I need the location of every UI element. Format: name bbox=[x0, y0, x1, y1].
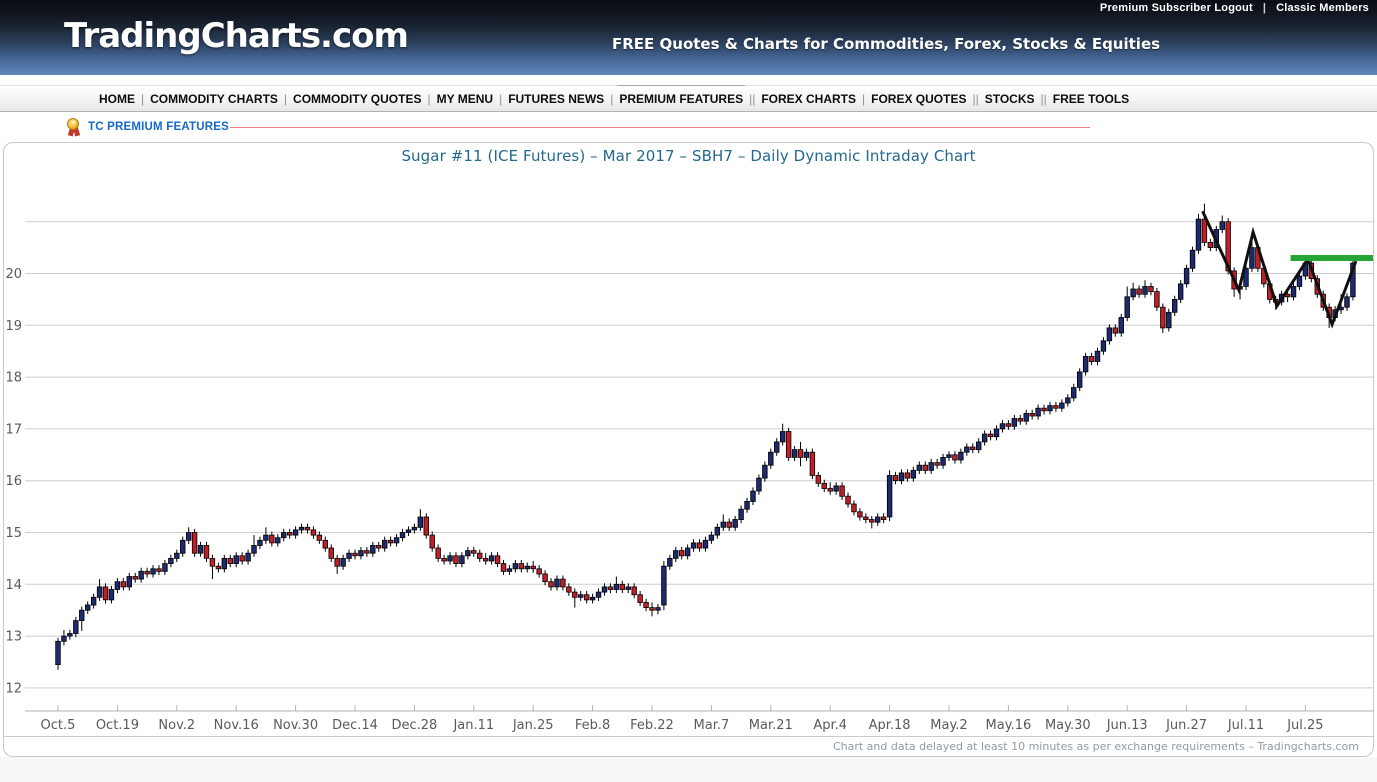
premium-divider-line bbox=[230, 127, 1090, 128]
price-chart: 12 13 14 15 16 17 18 19 20 Oct.5 Oct.19 Nov.2 Nov.16… bbox=[5, 203, 1373, 733]
svg-text:Jul.25: Jul.25 bbox=[1286, 718, 1323, 733]
nav-separator: || bbox=[972, 91, 979, 106]
nav-item-forex-quotes[interactable]: FOREX QUOTES bbox=[871, 91, 967, 106]
chart-footnote: Chart and data delayed at least 10 minut… bbox=[4, 736, 1373, 757]
nav-item-futures-news[interactable]: FUTURES NEWS bbox=[508, 91, 605, 106]
svg-text:Dec.28: Dec.28 bbox=[391, 718, 437, 733]
svg-text:16: 16 bbox=[5, 474, 22, 489]
classic-members-link[interactable]: Classic Members bbox=[1276, 2, 1369, 14]
svg-text:Feb.8: Feb.8 bbox=[575, 718, 610, 733]
top-link-separator: | bbox=[1262, 2, 1267, 14]
nav-item-free-tools[interactable]: FREE TOOLS bbox=[1052, 91, 1130, 106]
premium-subscriber-logout-link[interactable]: Premium Subscriber Logout bbox=[1099, 2, 1253, 14]
svg-text:Nov.30: Nov.30 bbox=[273, 718, 318, 733]
svg-text:Apr.4: Apr.4 bbox=[813, 718, 847, 733]
svg-text:Jun.27: Jun.27 bbox=[1165, 718, 1207, 733]
svg-text:17: 17 bbox=[5, 422, 22, 437]
svg-text:Nov.2: Nov.2 bbox=[158, 718, 195, 733]
svg-text:May.16: May.16 bbox=[986, 718, 1032, 733]
nav-separator: | bbox=[499, 91, 503, 106]
svg-text:Feb.22: Feb.22 bbox=[630, 718, 674, 733]
nav-item-forex-charts[interactable]: FOREX CHARTS bbox=[761, 91, 856, 106]
nav-separator: | bbox=[610, 91, 614, 106]
svg-text:20: 20 bbox=[5, 267, 22, 282]
chart-title: Sugar #11 (ICE Futures) – Mar 2017 – SBH… bbox=[401, 147, 976, 165]
svg-text:Jul.11: Jul.11 bbox=[1227, 718, 1264, 733]
tc-premium-features-link[interactable]: TC PREMIUM FEATURES bbox=[88, 121, 229, 133]
site-header-banner: Premium Subscriber Logout | Classic Member… bbox=[0, 0, 1377, 75]
svg-text:19: 19 bbox=[5, 319, 22, 334]
nav-item-stocks[interactable]: STOCKS bbox=[984, 91, 1035, 106]
svg-text:Apr.18: Apr.18 bbox=[869, 718, 911, 733]
site-logo[interactable]: TradingCharts.com bbox=[64, 16, 409, 56]
svg-text:Jan.25: Jan.25 bbox=[512, 718, 554, 733]
y-axis-labels: 12 13 14 15 16 17 18 19 20 bbox=[5, 267, 22, 696]
nav-item-commodity-charts[interactable]: COMMODITY CHARTS bbox=[150, 91, 278, 106]
candles-layer bbox=[55, 203, 1356, 670]
svg-text:May.30: May.30 bbox=[1045, 718, 1091, 733]
medal-icon bbox=[66, 118, 82, 137]
gridlines-layer bbox=[25, 221, 1373, 689]
svg-text:Jun.13: Jun.13 bbox=[1106, 718, 1148, 733]
svg-text:Nov.16: Nov.16 bbox=[214, 718, 259, 733]
svg-text:Dec.14: Dec.14 bbox=[332, 718, 378, 733]
nav-separator: | bbox=[141, 91, 145, 106]
x-axis: Oct.5 Oct.19 Nov.2 Nov.16 Nov.30 Dec.14 Dec.28… bbox=[25, 705, 1373, 733]
nav-separator: | bbox=[283, 91, 288, 106]
svg-text:14: 14 bbox=[5, 578, 22, 593]
svg-text:Mar.21: Mar.21 bbox=[749, 718, 793, 733]
account-links: Premium Subscriber Logout | Classic Member… bbox=[1100, 2, 1369, 14]
svg-text:Mar.7: Mar.7 bbox=[694, 718, 730, 733]
nav-separator: | bbox=[862, 91, 866, 106]
nav-item-commodity-quotes[interactable]: COMMODITY QUOTES bbox=[293, 91, 422, 106]
nav-item-home[interactable]: HOME bbox=[99, 91, 135, 106]
nav-separator: | bbox=[427, 91, 431, 106]
svg-text:13: 13 bbox=[5, 630, 22, 645]
svg-text:May.2: May.2 bbox=[930, 718, 967, 733]
svg-text:Oct.19: Oct.19 bbox=[96, 718, 139, 733]
chart-panel: Sugar #11 (ICE Futures) – Mar 2017 – SBH… bbox=[3, 142, 1374, 757]
nav-item-my-menu[interactable]: MY MENU bbox=[436, 91, 494, 106]
page: Premium Subscriber Logout | Classic Member… bbox=[0, 0, 1377, 757]
svg-text:Oct.5: Oct.5 bbox=[41, 718, 76, 733]
svg-text:Jan.11: Jan.11 bbox=[452, 718, 494, 733]
main-navigation: HOME | COMMODITY CHARTS | COMMODITY QUOTES | M… bbox=[0, 84, 1377, 112]
nav-item-premium-features[interactable]: PREMIUM FEATURES bbox=[617, 84, 745, 106]
header-gap bbox=[0, 75, 1377, 85]
nav-separator: || bbox=[749, 91, 756, 106]
svg-text:15: 15 bbox=[5, 526, 22, 541]
trend-zigzag-line bbox=[1201, 210, 1358, 329]
premium-features-row: TC PREMIUM FEATURES bbox=[0, 112, 1377, 142]
nav-separator: || bbox=[1040, 91, 1047, 106]
svg-text:12: 12 bbox=[5, 681, 22, 696]
site-tagline: FREE Quotes & Charts for Commodities, Fo… bbox=[612, 35, 1161, 53]
svg-text:18: 18 bbox=[5, 371, 22, 386]
